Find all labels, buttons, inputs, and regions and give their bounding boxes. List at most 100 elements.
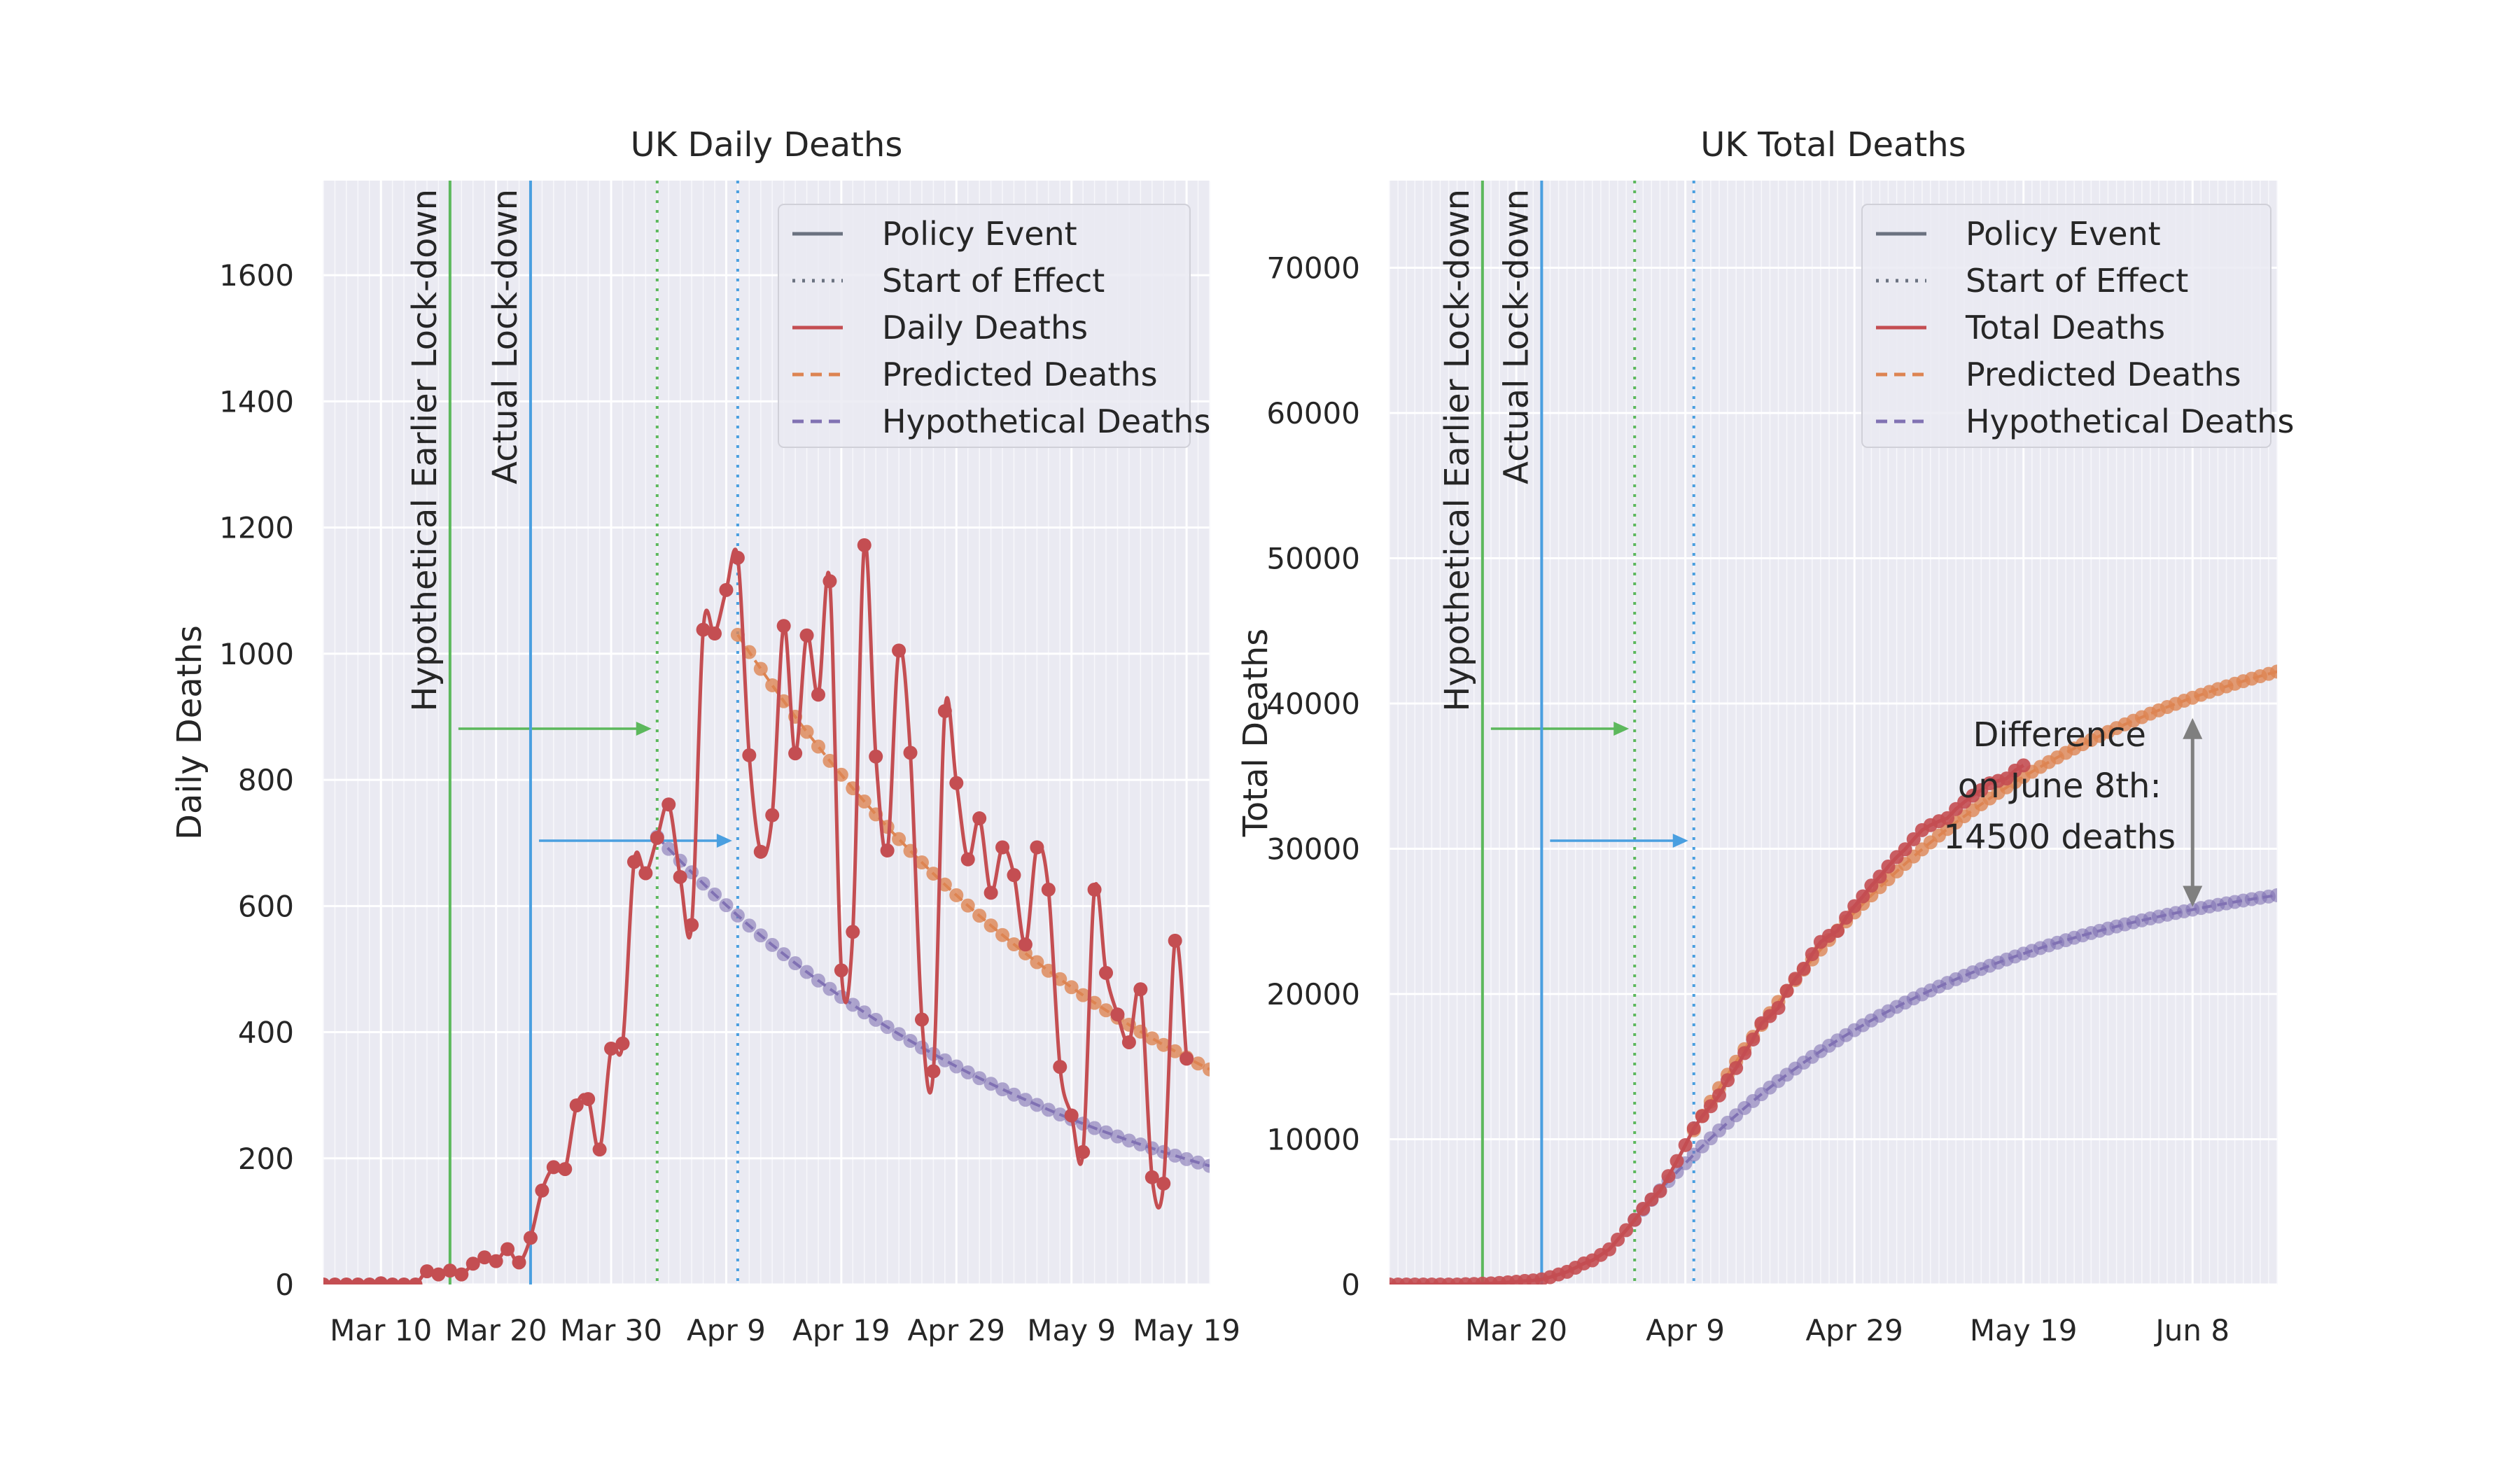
total-deaths-point	[1788, 972, 1802, 986]
y-tick-label: 600	[238, 889, 294, 923]
hypothetical-deaths-point	[1168, 1148, 1182, 1163]
hypothetical-deaths-point	[1041, 1102, 1056, 1117]
legend-box	[778, 204, 1191, 448]
hypothetical-deaths-point	[1191, 1155, 1205, 1170]
x-tick-label: Jun 8	[2153, 1313, 2230, 1348]
daily-deaths-point	[799, 628, 814, 643]
event-label: Hypothetical Earlier Lock-down	[1438, 189, 1477, 712]
total-deaths-point	[1602, 1242, 1616, 1256]
x-tick-label: Apr 9	[687, 1313, 766, 1348]
y-tick-label: 1600	[219, 258, 294, 293]
hypothetical-deaths-point	[995, 1082, 1010, 1097]
total-deaths-point	[1737, 1046, 1752, 1060]
daily-deaths-point	[903, 746, 918, 760]
daily-deaths-point	[650, 830, 664, 845]
total-deaths-point	[1712, 1088, 1726, 1102]
daily-deaths-point	[431, 1267, 446, 1282]
hypothetical-deaths-point	[937, 1053, 952, 1068]
total-deaths-point	[1636, 1201, 1651, 1216]
y-tick-label: 400	[238, 1016, 294, 1050]
difference-annotation-line: on June 8th:	[1958, 766, 2162, 806]
hypothetical-deaths-point	[1053, 1107, 1068, 1122]
hypothetical-deaths-point	[788, 956, 803, 971]
y-tick-label: 60000	[1266, 396, 1360, 430]
daily-deaths-point	[397, 1278, 412, 1284]
y-tick-label: 50000	[1266, 542, 1360, 576]
legend-label: Total Deaths	[1965, 309, 2165, 346]
event-label: Actual Lock-down	[486, 189, 525, 484]
daily-deaths-point	[558, 1162, 573, 1177]
hypothetical-deaths-point	[857, 1005, 872, 1020]
hypothetical-deaths-point	[811, 973, 825, 988]
daily-deaths-point	[1041, 882, 1056, 897]
legend-label: Policy Event	[1966, 215, 2161, 253]
daily-deaths-point	[1087, 882, 1102, 897]
chart-panel-2: 0 10000 20000 30000 40000 50000 60000 70000 Mar …	[1236, 125, 2294, 1348]
total-deaths-point	[1670, 1154, 1684, 1168]
total-deaths-point	[1628, 1212, 1642, 1227]
legend-label: Predicted Deaths	[1966, 356, 2241, 393]
y-tick-label: 70000	[1266, 251, 1360, 286]
delay-arrowhead	[716, 834, 732, 848]
hypothetical-deaths-point	[753, 928, 768, 943]
total-deaths-point	[1686, 1121, 1701, 1135]
y-axis-label: Daily Deaths	[170, 625, 209, 840]
legend-label: Daily Deaths	[882, 309, 1088, 346]
hypothetical-deaths-point	[880, 1020, 895, 1035]
total-deaths-point	[1611, 1232, 1625, 1247]
hypothetical-deaths-point	[949, 1059, 964, 1074]
total-deaths-point	[1619, 1223, 1634, 1238]
daily-deaths-point	[1121, 1035, 1136, 1049]
hypothetical-deaths-point	[1121, 1133, 1136, 1148]
daily-deaths-point	[857, 538, 872, 552]
x-tick-label: Mar 20	[445, 1313, 547, 1348]
daily-deaths-point	[742, 748, 757, 762]
predicted-deaths-point	[765, 678, 780, 692]
x-tick-label: Apr 19	[792, 1313, 890, 1348]
total-deaths-point	[1864, 878, 1879, 893]
legend-label: Hypothetical Deaths	[882, 402, 1210, 440]
daily-deaths-point	[442, 1264, 457, 1278]
total-deaths-point	[2016, 758, 2031, 773]
total-deaths-point	[1661, 1169, 1676, 1184]
daily-deaths-point	[1076, 1144, 1091, 1159]
daily-deaths-point	[960, 852, 975, 867]
y-tick-label: 40000	[1266, 687, 1360, 721]
daily-deaths-point	[1156, 1176, 1171, 1191]
predicted-deaths-point	[742, 645, 757, 659]
hypothetical-deaths-point	[892, 1027, 906, 1042]
daily-deaths-point	[914, 1012, 929, 1027]
daily-deaths-point	[569, 1098, 584, 1113]
total-deaths-point	[1653, 1184, 1667, 1198]
predicted-deaths-point	[753, 662, 768, 676]
y-tick-label: 10000	[1266, 1123, 1360, 1157]
legend: Policy Event Start of Effect Daily Deaths P…	[778, 204, 1210, 448]
predicted-deaths-point	[799, 724, 814, 739]
y-tick-label: 20000	[1266, 977, 1360, 1011]
total-deaths-point	[1872, 869, 1887, 884]
daily-deaths-point	[869, 749, 883, 764]
predicted-deaths-point	[1064, 980, 1079, 995]
hypothetical-deaths-point	[1087, 1121, 1102, 1135]
daily-deaths-point	[685, 918, 699, 932]
difference-annotation-line: Difference	[1973, 715, 2146, 755]
hypothetical-deaths-point	[1030, 1098, 1044, 1112]
y-tick-label: 1000	[219, 637, 294, 671]
event-label: Hypothetical Earlier Lock-down	[405, 189, 444, 712]
daily-deaths-point	[581, 1092, 596, 1107]
daily-deaths-point	[1018, 937, 1032, 952]
plot-area: Hypothetical Earlier Lock-down Actual Loc…	[1390, 181, 2277, 1284]
total-deaths-point	[1729, 1060, 1744, 1075]
daily-deaths-point	[500, 1242, 515, 1256]
hypothetical-deaths-point	[2270, 888, 2277, 902]
daily-deaths-point	[385, 1278, 400, 1284]
total-deaths-point	[1830, 923, 1845, 938]
chart-panel-1: 0 200 400 600 800 1000 1200 1400 1600 Mar 10 Mar 2…	[170, 125, 1240, 1348]
plot-area: Hypothetical Earlier Lock-down Actual Loc…	[323, 181, 1210, 1284]
total-deaths-point	[1847, 899, 1862, 913]
daily-deaths-point	[546, 1160, 561, 1175]
x-tick-label: Mar 30	[560, 1313, 662, 1348]
daily-deaths-point	[419, 1264, 434, 1279]
total-deaths-point	[1678, 1138, 1693, 1152]
daily-deaths-point	[626, 855, 641, 869]
